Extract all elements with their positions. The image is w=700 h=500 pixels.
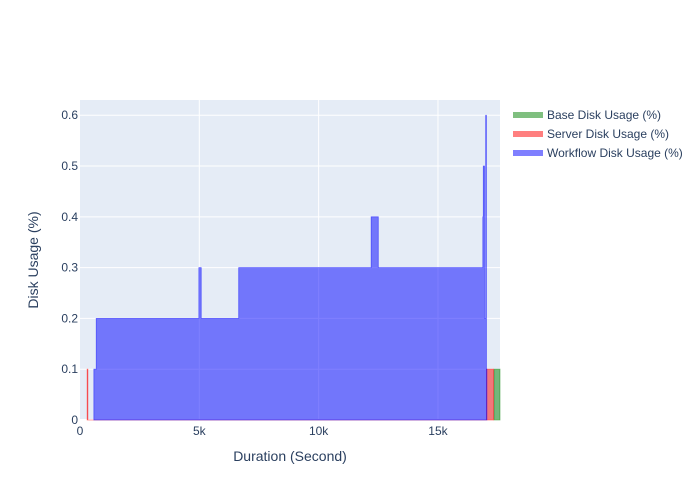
y-tick-label-2: 0.2 bbox=[61, 311, 78, 325]
legend-item-2[interactable]: Workflow Disk Usage (%) bbox=[513, 146, 683, 160]
y-tick-label-4: 0.4 bbox=[61, 210, 78, 224]
y-axis-ticks: 0 0.1 0.2 0.3 0.4 0.5 0.6 bbox=[61, 108, 78, 427]
x-tick-label-2: 10k bbox=[309, 424, 329, 438]
y-tick-label-6: 0.6 bbox=[61, 108, 78, 122]
x-tick-label-1: 5k bbox=[193, 424, 207, 438]
y-tick-label-0: 0 bbox=[71, 413, 78, 427]
legend-label-0: Base Disk Usage (%) bbox=[547, 108, 661, 122]
legend-label-1: Server Disk Usage (%) bbox=[547, 127, 669, 141]
legend[interactable]: Base Disk Usage (%) Server Disk Usage (%)… bbox=[513, 108, 683, 160]
y-tick-label-3: 0.3 bbox=[61, 261, 78, 275]
x-axis-ticks: 0 5k 10k 15k bbox=[77, 424, 449, 438]
y-axis-title: Disk Usage (%) bbox=[25, 211, 41, 308]
x-axis-title: Duration (Second) bbox=[233, 448, 347, 464]
legend-label-2: Workflow Disk Usage (%) bbox=[547, 146, 683, 160]
x-tick-label-3: 15k bbox=[428, 424, 448, 438]
legend-item-0[interactable]: Base Disk Usage (%) bbox=[513, 108, 661, 122]
series-area-2 bbox=[93, 114, 488, 421]
x-tick-label-0: 0 bbox=[77, 424, 84, 438]
series-area-0 bbox=[493, 368, 501, 421]
series-areas bbox=[86, 114, 501, 421]
y-tick-label-5: 0.5 bbox=[61, 159, 78, 173]
legend-item-1[interactable]: Server Disk Usage (%) bbox=[513, 127, 669, 141]
y-tick-label-1: 0.1 bbox=[61, 362, 78, 376]
